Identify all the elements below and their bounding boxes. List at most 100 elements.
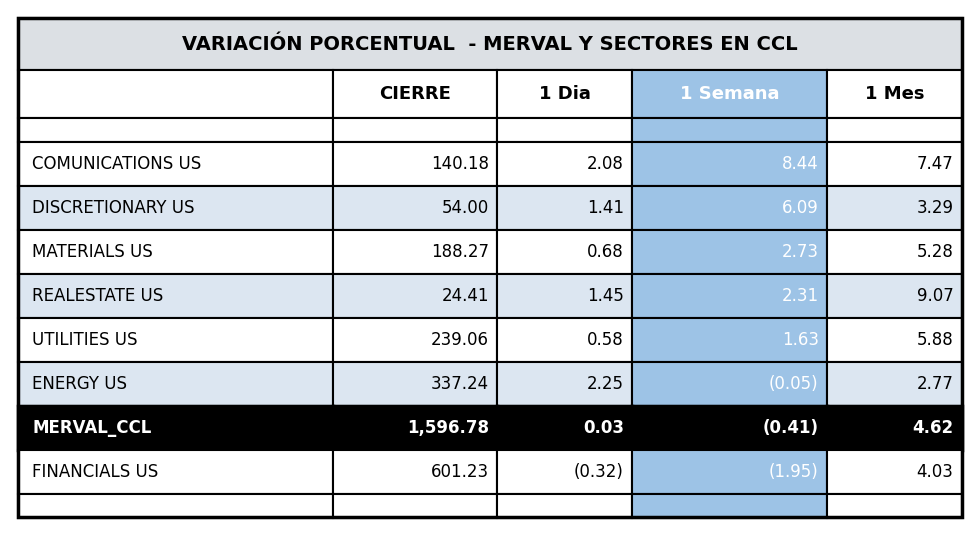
Text: 2.25: 2.25 [587, 375, 624, 393]
Text: 1 Dia: 1 Dia [539, 85, 591, 103]
Text: 337.24: 337.24 [431, 375, 489, 393]
Text: 2.73: 2.73 [782, 243, 818, 261]
Bar [827, 186, 962, 230]
Bar [498, 318, 632, 362]
Bar [632, 274, 827, 318]
Text: 2.08: 2.08 [587, 155, 624, 173]
Bar [498, 118, 632, 142]
Text: (1.95): (1.95) [769, 463, 818, 481]
Bar [827, 142, 962, 186]
Bar [827, 118, 962, 142]
Text: ENERGY US: ENERGY US [32, 375, 127, 393]
Bar [332, 494, 498, 518]
Text: 2.31: 2.31 [781, 287, 818, 305]
Text: 5.88: 5.88 [916, 331, 954, 349]
Bar [498, 186, 632, 230]
Bar [332, 142, 498, 186]
Bar [498, 494, 632, 518]
Text: 1,596.78: 1,596.78 [407, 419, 489, 437]
Text: UTILITIES US: UTILITIES US [32, 331, 137, 349]
Text: 0.03: 0.03 [583, 419, 624, 437]
Bar [332, 118, 498, 142]
Bar [18, 494, 332, 518]
Text: 9.07: 9.07 [916, 287, 954, 305]
Text: DISCRETIONARY US: DISCRETIONARY US [32, 199, 195, 217]
Bar [827, 450, 962, 494]
Bar [632, 494, 827, 518]
Text: 0.68: 0.68 [587, 243, 624, 261]
Bar [827, 494, 962, 518]
Bar [827, 230, 962, 274]
Bar [632, 406, 827, 450]
Bar [332, 318, 498, 362]
Text: CIERRE: CIERRE [379, 85, 451, 103]
Text: 1.45: 1.45 [587, 287, 624, 305]
Bar [18, 406, 332, 450]
Text: 239.06: 239.06 [431, 331, 489, 349]
Bar [632, 142, 827, 186]
Bar [18, 186, 332, 230]
Bar [498, 142, 632, 186]
Text: 601.23: 601.23 [431, 463, 489, 481]
Text: COMUNICATIONS US: COMUNICATIONS US [32, 155, 202, 173]
Bar [332, 186, 498, 230]
Bar [332, 274, 498, 318]
Bar [18, 118, 332, 142]
Text: REALESTATE US: REALESTATE US [32, 287, 164, 305]
Bar [18, 142, 332, 186]
Text: 54.00: 54.00 [442, 199, 489, 217]
Bar [18, 18, 962, 70]
Text: 24.41: 24.41 [442, 287, 489, 305]
Bar [498, 362, 632, 406]
Bar [332, 406, 498, 450]
Text: 140.18: 140.18 [431, 155, 489, 173]
Text: VARIACIÓN PORCENTUAL  - MERVAL Y SECTORES EN CCL: VARIACIÓN PORCENTUAL - MERVAL Y SECTORES… [182, 34, 798, 54]
Text: FINANCIALS US: FINANCIALS US [32, 463, 159, 481]
Bar [827, 70, 962, 118]
Text: 1.41: 1.41 [587, 199, 624, 217]
Bar [18, 450, 332, 494]
Bar [332, 230, 498, 274]
Bar [827, 274, 962, 318]
Text: 2.77: 2.77 [916, 375, 954, 393]
Text: 5.28: 5.28 [916, 243, 954, 261]
Text: 0.58: 0.58 [587, 331, 624, 349]
Bar [632, 318, 827, 362]
Text: 1 Semana: 1 Semana [680, 85, 779, 103]
Bar [498, 70, 632, 118]
Text: 1 Mes: 1 Mes [864, 85, 924, 103]
Bar [827, 406, 962, 450]
Bar [332, 450, 498, 494]
Bar [632, 450, 827, 494]
Text: MATERIALS US: MATERIALS US [32, 243, 153, 261]
Bar [498, 230, 632, 274]
Text: (0.05): (0.05) [769, 375, 818, 393]
Text: (0.41): (0.41) [762, 419, 818, 437]
Bar [498, 274, 632, 318]
Text: 1.63: 1.63 [782, 331, 818, 349]
Text: 7.47: 7.47 [916, 155, 954, 173]
Bar [332, 70, 498, 118]
Bar [632, 70, 827, 118]
Text: 6.09: 6.09 [782, 199, 818, 217]
Text: 8.44: 8.44 [782, 155, 818, 173]
Text: (0.32): (0.32) [574, 463, 624, 481]
Bar [332, 362, 498, 406]
Bar [632, 118, 827, 142]
Bar [18, 230, 332, 274]
Bar [18, 318, 332, 362]
Text: 4.62: 4.62 [912, 419, 954, 437]
Bar [632, 362, 827, 406]
Text: 4.03: 4.03 [916, 463, 954, 481]
Bar [827, 362, 962, 406]
Text: 188.27: 188.27 [431, 243, 489, 261]
Bar [18, 362, 332, 406]
Bar [827, 318, 962, 362]
Bar [632, 230, 827, 274]
Bar [632, 186, 827, 230]
Bar [498, 450, 632, 494]
Text: 3.29: 3.29 [916, 199, 954, 217]
Bar [18, 70, 332, 118]
Bar [18, 274, 332, 318]
Bar [498, 406, 632, 450]
